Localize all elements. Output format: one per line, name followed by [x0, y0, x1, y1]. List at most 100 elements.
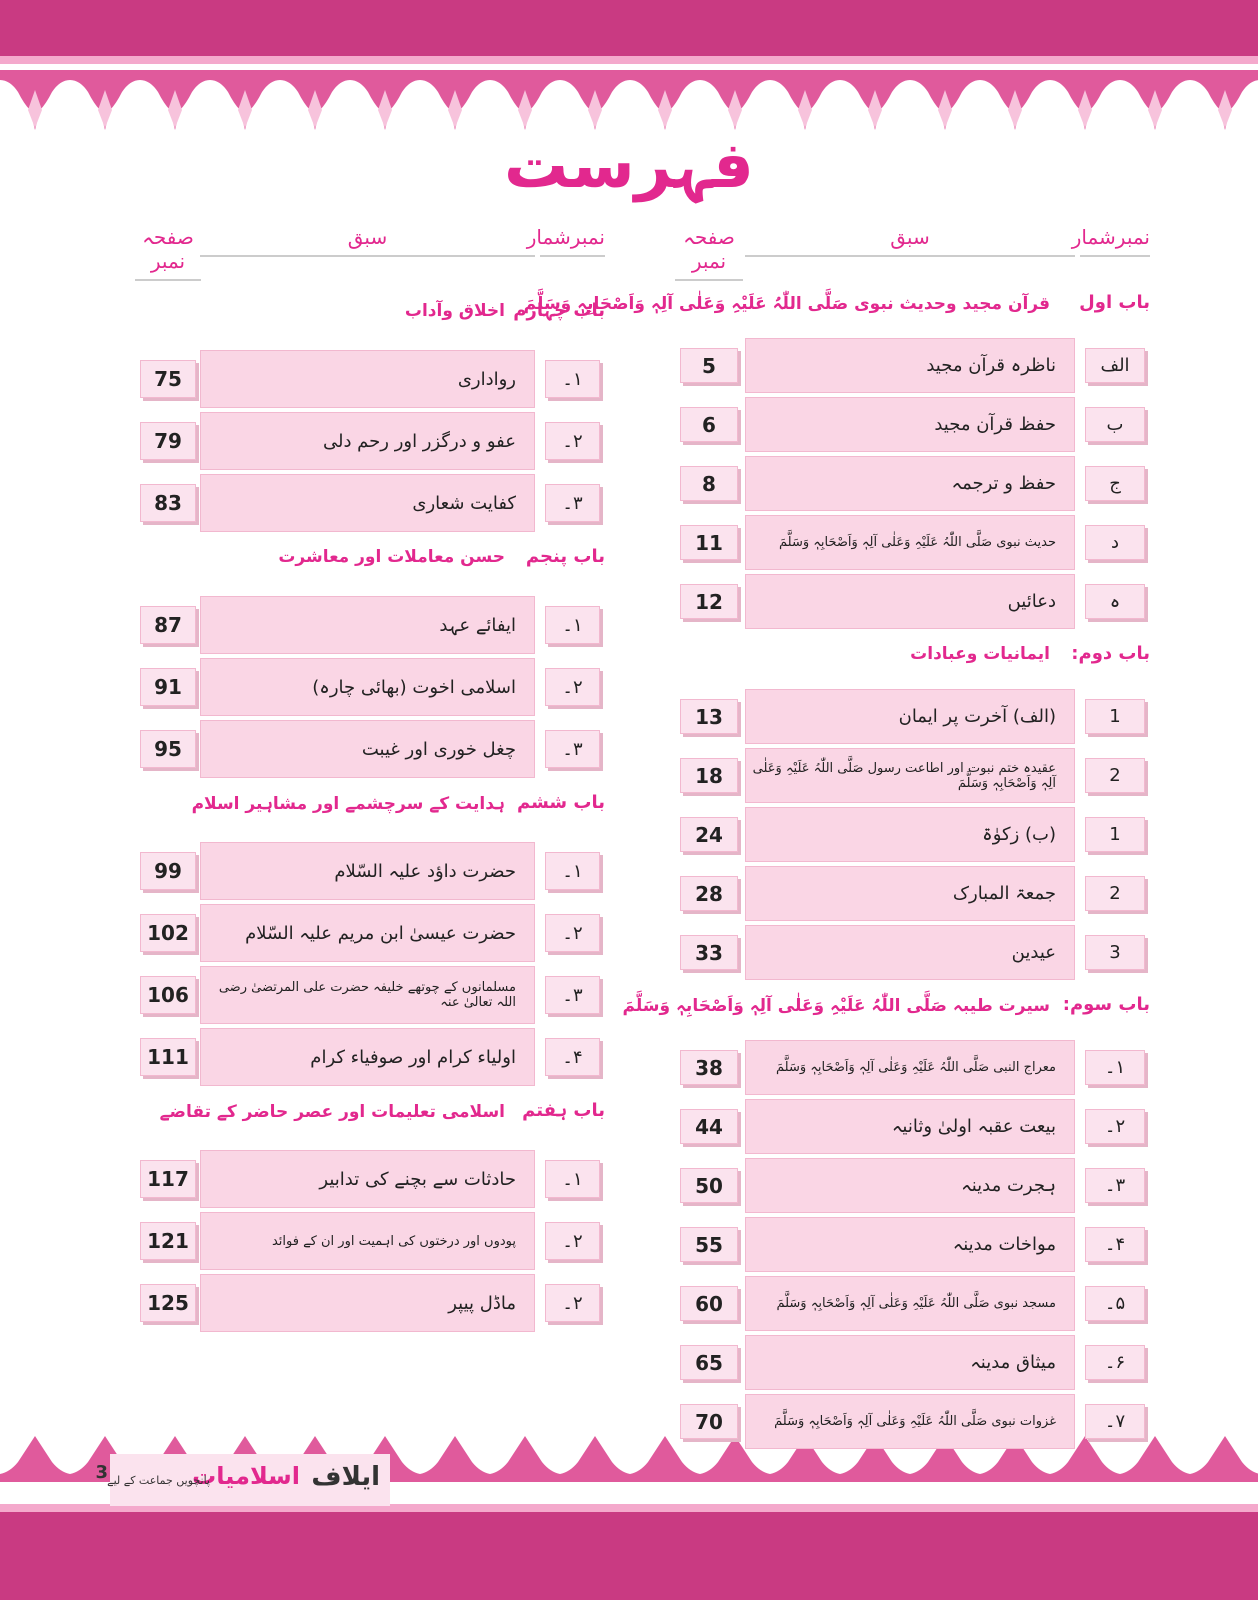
row-page: 91: [140, 668, 196, 706]
row-number: ۳۔: [545, 484, 600, 522]
chapter-label: باب اول: [1079, 292, 1150, 313]
row-page: 24: [680, 817, 738, 852]
row-page: 102: [140, 914, 196, 952]
chapter-label: باب ششم: [516, 792, 605, 813]
row-number: ۴۔: [1085, 1227, 1145, 1262]
row-number: د: [1085, 525, 1145, 560]
row-lesson: عیدین: [745, 925, 1075, 980]
row-lesson: (ب) زکوٰۃ: [745, 807, 1075, 862]
chapter-label: باب دوم:: [1071, 643, 1150, 664]
row-page: 33: [680, 935, 738, 970]
row-lesson: حضرت داؤد علیہ السّلام: [200, 842, 535, 900]
row-lesson: ایفائے عہد: [200, 596, 535, 654]
row-page: 83: [140, 484, 196, 522]
row-number: 3: [1085, 935, 1145, 970]
top-border: [0, 0, 1258, 134]
footer-page-number: 3: [95, 1462, 108, 1483]
bottom-border: [0, 1432, 1258, 1600]
chapter-title: اخلاق وآداب: [404, 301, 505, 321]
row-page: 117: [140, 1160, 196, 1198]
row-number: 1: [1085, 817, 1145, 852]
chapter-title: قرآن مجید وحدیث نبوی صَلَّی اللّٰہُ عَلَ…: [523, 294, 1050, 314]
header-number: نمبرشمار: [1072, 225, 1150, 257]
row-page: 125: [140, 1284, 196, 1322]
row-number: ہ: [1085, 584, 1145, 619]
row-lesson: دعائیں: [745, 574, 1075, 629]
chapter-title: اسلامی تعلیمات اور عصر حاضر کے تقاضے: [159, 1102, 505, 1122]
row-lesson: عقیدہ ختم نبوت اور اطاعت رسول صَلَّی الل…: [745, 748, 1075, 803]
row-number: ۵۔: [1085, 1286, 1145, 1321]
footer-grade: پانچویں جماعت کے لیے: [107, 1474, 210, 1487]
row-lesson: رواداری: [200, 350, 535, 408]
row-page: 65: [680, 1345, 738, 1380]
row-lesson: حدیث نبوی صَلَّی اللّٰہُ عَلَیْہِ وَعَلٰ…: [745, 515, 1075, 570]
row-number: ۳۔: [1085, 1168, 1145, 1203]
row-number: ۱۔: [545, 852, 600, 890]
row-number: ۲۔: [545, 422, 600, 460]
chapter-label: باب سوم:: [1062, 994, 1150, 1015]
row-page: 60: [680, 1286, 738, 1321]
row-lesson: مواخات مدینہ: [745, 1217, 1075, 1272]
row-lesson: ماڈل پیپر: [200, 1274, 535, 1332]
chapter-title: ایمانیات وعبادات: [910, 644, 1050, 664]
row-page: 18: [680, 758, 738, 793]
row-page: 99: [140, 852, 196, 890]
row-lesson: جمعۃ المبارک: [745, 866, 1075, 921]
header-lesson: سبق: [200, 225, 535, 257]
page-title: فہرست: [504, 129, 754, 203]
row-page: 87: [140, 606, 196, 644]
row-page: 8: [680, 466, 738, 501]
row-page: 13: [680, 699, 738, 734]
row-lesson: میثاق مدینہ: [745, 1335, 1075, 1390]
row-page: 12: [680, 584, 738, 619]
chapter-title: سیرت طیبہ صَلَّی اللّٰہُ عَلَیْہِ وَعَلٰ…: [622, 996, 1051, 1016]
row-page: 50: [680, 1168, 738, 1203]
row-lesson: اسلامی اخوت (بھائی چارہ): [200, 658, 535, 716]
row-lesson: حفظ قرآن مجید: [745, 397, 1075, 452]
row-number: ۳۔: [545, 976, 600, 1014]
row-lesson: معراج النبی صَلَّی اللّٰہُ عَلَیْہِ وَعَ…: [745, 1040, 1075, 1095]
row-lesson: مسجد نبوی صَلَّی اللّٰہُ عَلَیْہِ وَعَلٰ…: [745, 1276, 1075, 1331]
row-lesson: چغل خوری اور غیبت: [200, 720, 535, 778]
row-number: ۱۔: [545, 1160, 600, 1198]
row-lesson: بیعت عقبہ اولیٰ وثانیہ: [745, 1099, 1075, 1154]
footer-brand: ایلاف: [311, 1462, 380, 1492]
row-lesson: اولیاء کرام اور صوفیاء کرام: [200, 1028, 535, 1086]
header-page: صفحہ نمبر: [135, 225, 201, 281]
row-page: 55: [680, 1227, 738, 1262]
row-page: 95: [140, 730, 196, 768]
row-number: 2: [1085, 876, 1145, 911]
row-number: ۲۔: [545, 1222, 600, 1260]
header-number: نمبرشمار: [527, 225, 605, 257]
row-page: 111: [140, 1038, 196, 1076]
row-page: 121: [140, 1222, 196, 1260]
row-lesson: ناظرہ قرآن مجید: [745, 338, 1075, 393]
row-number: ۱۔: [1085, 1050, 1145, 1085]
row-lesson: (الف) آخرت پر ایمان: [745, 689, 1075, 744]
chapter-label: باب چہارم: [513, 300, 605, 321]
row-number: ج: [1085, 466, 1145, 501]
row-number: 2: [1085, 758, 1145, 793]
chapter-label: باب پنجم: [525, 546, 605, 567]
row-page: 38: [680, 1050, 738, 1085]
row-number: ۷۔: [1085, 1404, 1145, 1439]
row-lesson: حضرت عیسیٰ ابن مریم علیہ السّلام: [200, 904, 535, 962]
row-lesson: حادثات سے بچنے کی تدابیر: [200, 1150, 535, 1208]
row-page: 70: [680, 1404, 738, 1439]
row-lesson: کفایت شعاری: [200, 474, 535, 532]
row-number: ۲۔: [545, 1284, 600, 1322]
row-lesson: مسلمانوں کے چوتھے خلیفہ حضرت علی المرتضی…: [200, 966, 535, 1024]
row-lesson: پودوں اور درختوں کی اہمیت اور ان کے فوائ…: [200, 1212, 535, 1270]
chapter-title: حسن معاملات اور معاشرت: [278, 547, 505, 567]
row-page: 11: [680, 525, 738, 560]
row-page: 5: [680, 348, 738, 383]
row-page: 75: [140, 360, 196, 398]
row-number: ۱۔: [545, 360, 600, 398]
row-number: ۲۔: [545, 914, 600, 952]
row-number: ۱۔: [545, 606, 600, 644]
footer-subject: اسلامیات: [192, 1462, 300, 1490]
row-number: 1: [1085, 699, 1145, 734]
row-number: ۴۔: [545, 1038, 600, 1076]
row-page: 6: [680, 407, 738, 442]
